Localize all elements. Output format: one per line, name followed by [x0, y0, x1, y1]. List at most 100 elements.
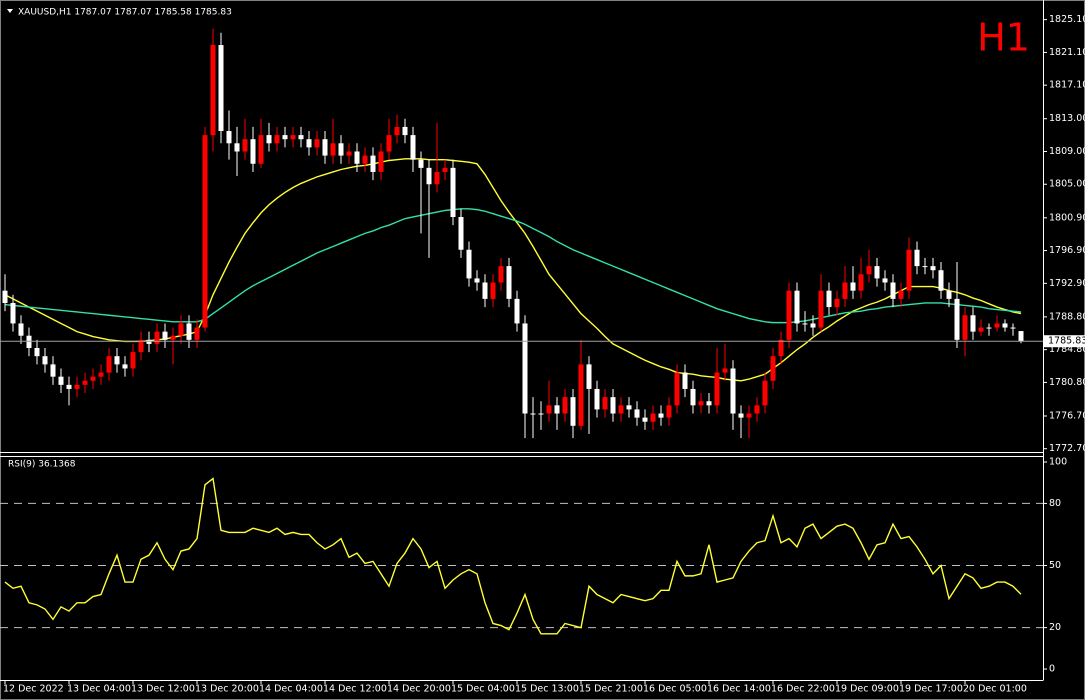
x-tick-label: 14 Dec 12:00 [323, 684, 387, 695]
timeframe-watermark: H1 [977, 16, 1030, 60]
candle-body [786, 290, 792, 340]
candle-body [154, 331, 160, 344]
candle-body [130, 352, 136, 369]
menu-triangle[interactable] [7, 9, 13, 13]
candle-body [234, 143, 240, 152]
candle-body [602, 397, 608, 410]
candle-body [858, 274, 864, 291]
candle-body [458, 216, 464, 250]
candle-body [386, 135, 392, 152]
candle-body [202, 135, 208, 328]
candle-body [810, 323, 816, 328]
candle-body [106, 356, 112, 373]
candle-body [882, 278, 888, 283]
candle-body [746, 413, 752, 418]
y-tick-label: 1813.00 [1049, 113, 1085, 124]
candle-body [954, 298, 960, 340]
candle-body [74, 384, 80, 389]
candle-body [874, 266, 880, 279]
candle-body [410, 135, 416, 160]
candle-body [706, 401, 712, 406]
candle-body [722, 368, 728, 373]
candle-body [42, 356, 48, 365]
y-tick-label: 1825.10 [1049, 14, 1085, 25]
candle-body [578, 364, 584, 426]
x-tick-label: 16 Dec 05:00 [643, 684, 707, 695]
candle-body [618, 405, 624, 414]
candle-body [490, 282, 496, 299]
last-price-box [1044, 335, 1085, 348]
candle-body [914, 249, 920, 267]
candle-body [642, 417, 648, 422]
y-tick-label: 1805.00 [1049, 179, 1085, 190]
candle-body [554, 405, 560, 414]
candle-body [98, 372, 104, 377]
candle-body [474, 278, 480, 283]
candle-body [586, 364, 592, 389]
y-tick-label: 80 [1049, 498, 1061, 509]
candle-body [946, 290, 952, 299]
candle-body [978, 327, 984, 332]
candle-body [690, 388, 696, 406]
candle-body [770, 356, 776, 381]
candle-body [34, 348, 40, 357]
candle-body [146, 339, 152, 344]
candle-body [394, 126, 400, 136]
candle-body [274, 135, 280, 144]
candle-body [714, 372, 720, 406]
candle-body [674, 372, 680, 406]
candle-body [570, 397, 576, 426]
candle-body [754, 405, 760, 414]
candle-body [306, 139, 312, 148]
candle-body [426, 167, 432, 185]
candle-body [682, 372, 688, 389]
y-tick-label: 20 [1049, 622, 1061, 633]
x-tick-label: 15 Dec 13:00 [515, 684, 579, 695]
candle-body [170, 335, 176, 340]
candle-body [442, 167, 448, 172]
candle-body [866, 266, 872, 275]
x-tick-label: 14 Dec 04:00 [259, 684, 323, 695]
candle-body [778, 339, 784, 357]
candle-body [562, 397, 568, 414]
x-tick-label: 19 Dec 17:00 [899, 684, 963, 695]
candle-body [322, 139, 328, 156]
candle-body [114, 356, 120, 365]
candle-body [250, 139, 256, 164]
candle-body [290, 135, 296, 140]
rsi-line [4, 477, 1022, 635]
candle-body [546, 405, 552, 414]
candle-body [738, 413, 744, 418]
candle-body [90, 376, 96, 381]
candle-body [962, 315, 968, 340]
candle-body [610, 397, 616, 414]
candle-body [658, 413, 664, 418]
candle-body [922, 266, 928, 268]
candle-body [970, 315, 976, 332]
candle-body [498, 266, 504, 283]
y-tick-label: 1817.10 [1049, 80, 1085, 91]
candle-body [402, 126, 408, 136]
candle-body [218, 45, 224, 132]
candle-body [138, 339, 144, 353]
candle-body [122, 364, 128, 369]
y-tick-label: 1792.90 [1049, 278, 1085, 289]
candle-body [370, 155, 376, 172]
candle-body [450, 167, 456, 217]
candle-body [314, 139, 320, 148]
y-tick-label: 0 [1049, 664, 1055, 675]
candle-body [938, 270, 944, 291]
candle-body [10, 302, 16, 324]
candle-body [594, 388, 600, 410]
candle-body [1002, 323, 1008, 328]
x-tick-label: 14 Dec 20:00 [387, 684, 451, 695]
candle-body [210, 45, 216, 136]
candle-body [298, 135, 304, 140]
candle-body [194, 327, 200, 340]
x-tick-label: 15 Dec 04:00 [451, 684, 515, 695]
candle-body [650, 413, 656, 422]
candle-body [730, 368, 736, 414]
y-tick-label: 100 [1049, 457, 1067, 468]
